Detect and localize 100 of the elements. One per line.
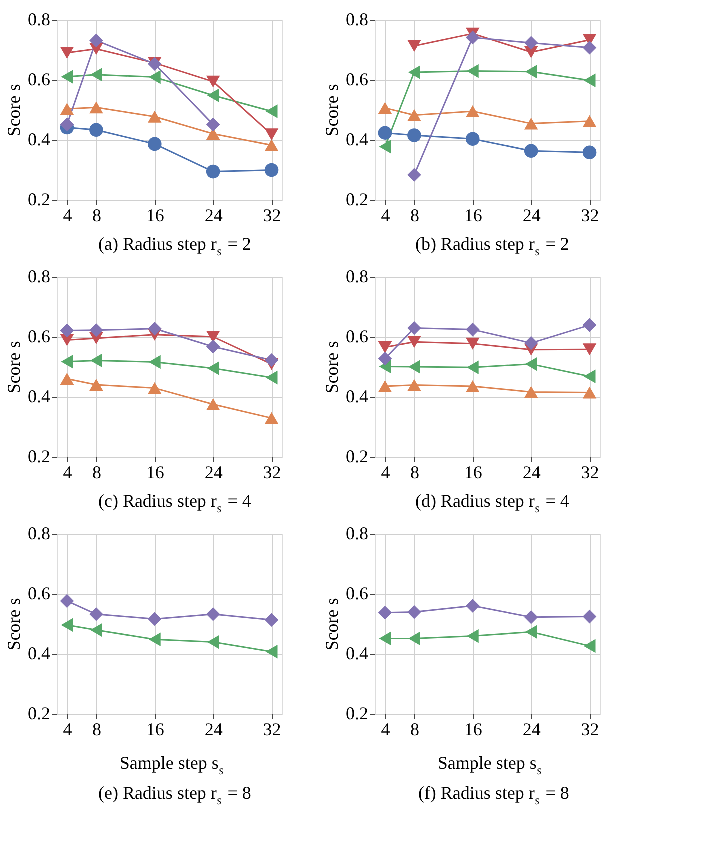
y-tick-label: 0.8	[28, 266, 50, 286]
point	[60, 47, 74, 59]
x-tick-label: 32	[581, 462, 600, 482]
y-tick-label: 0.2	[28, 704, 50, 724]
point	[90, 379, 104, 391]
point	[525, 357, 538, 372]
point	[264, 354, 279, 368]
x-tick-label: 8	[92, 462, 102, 482]
point	[378, 606, 392, 620]
point	[90, 102, 104, 114]
point	[60, 373, 74, 385]
point	[148, 355, 161, 370]
point	[266, 104, 278, 118]
point	[90, 324, 104, 338]
x-tick-label: 32	[263, 720, 282, 740]
x-tick-label: 24	[522, 206, 541, 226]
point	[524, 336, 538, 350]
point	[584, 370, 596, 384]
point	[207, 635, 220, 650]
y-tick-label: 0.4	[28, 386, 50, 406]
point	[466, 132, 480, 146]
point	[148, 70, 161, 84]
y-tick-label: 0.6	[28, 70, 50, 90]
point	[206, 118, 220, 132]
point	[582, 610, 597, 624]
point	[90, 623, 102, 638]
point	[206, 128, 220, 140]
x-tick-label: 8	[410, 720, 420, 740]
point	[582, 318, 597, 332]
y-tick-label: 0.6	[346, 584, 368, 604]
x-tick-label: 16	[464, 462, 482, 482]
point	[90, 68, 102, 82]
x-tick-label: 32	[581, 206, 600, 226]
point	[60, 103, 74, 116]
y-tick-label: 0.6	[346, 70, 368, 90]
point	[408, 336, 422, 348]
y-axis-title: Score s	[322, 341, 342, 394]
point	[466, 599, 480, 613]
point	[378, 126, 392, 140]
x-tick-label: 4	[63, 720, 72, 740]
y-tick-label: 0.2	[346, 190, 368, 210]
x-tick-label: 32	[263, 206, 282, 226]
point	[264, 128, 279, 141]
point	[206, 331, 220, 343]
point	[61, 70, 74, 84]
point	[378, 102, 392, 114]
point	[90, 123, 104, 137]
point	[60, 594, 74, 608]
point	[582, 146, 597, 160]
x-tick-label: 24	[204, 462, 223, 482]
point	[264, 613, 279, 627]
point	[466, 338, 480, 350]
point	[525, 65, 538, 79]
x-tick-label: 8	[92, 720, 102, 740]
y-tick-label: 0.8	[28, 524, 50, 544]
x-tick-label: 4	[381, 206, 390, 226]
point	[466, 360, 479, 374]
point	[264, 139, 279, 152]
point	[408, 321, 422, 336]
point	[206, 164, 220, 179]
point	[466, 106, 480, 118]
y-axis-title: Score s	[4, 598, 24, 651]
point	[524, 610, 538, 624]
x-tick-label: 32	[263, 462, 282, 482]
point	[408, 66, 420, 80]
point	[408, 40, 422, 52]
y-tick-label: 0.6	[28, 584, 50, 604]
point	[90, 608, 104, 622]
x-tick-label: 8	[92, 206, 102, 226]
x-tick-label: 16	[464, 720, 482, 740]
x-tick-label: 16	[146, 720, 164, 740]
y-tick-label: 0.2	[28, 190, 50, 210]
point	[466, 30, 480, 45]
x-tick-label: 24	[522, 720, 541, 740]
point	[408, 168, 422, 182]
point	[148, 137, 162, 152]
point	[148, 632, 161, 646]
y-tick-label: 0.4	[28, 644, 50, 664]
point	[206, 340, 220, 354]
x-tick-label: 16	[464, 206, 482, 226]
point	[466, 380, 480, 392]
x-tick-label: 16	[146, 462, 164, 482]
point	[466, 322, 480, 337]
point	[378, 342, 392, 354]
point	[408, 632, 420, 646]
point	[207, 362, 220, 376]
point	[408, 605, 422, 620]
y-tick-label: 0.2	[346, 446, 368, 466]
y-tick-label: 0.4	[28, 130, 50, 150]
y-tick-label: 0.4	[346, 386, 368, 406]
y-tick-label: 0.2	[346, 704, 368, 724]
point	[524, 36, 538, 50]
point	[466, 64, 479, 78]
point	[90, 34, 104, 48]
point	[60, 324, 74, 338]
x-tick-label: 32	[581, 720, 600, 740]
point	[90, 354, 102, 368]
point	[582, 386, 597, 399]
y-tick-label: 0.8	[346, 524, 368, 544]
x-tick-label: 16	[146, 206, 164, 226]
